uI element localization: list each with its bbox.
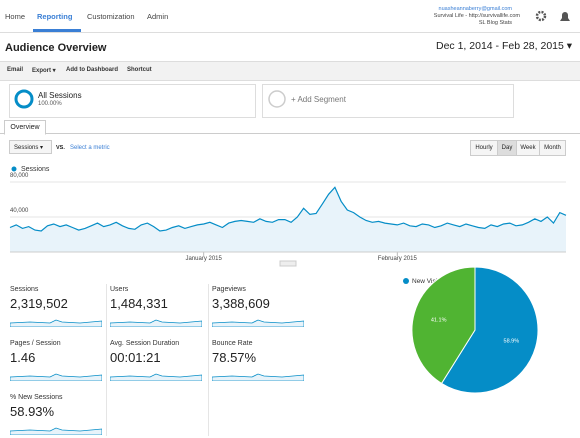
date-range[interactable]: Dec 1, 2014 - Feb 28, 2015 ▾ [436,40,573,52]
granularity-button[interactable]: Day [497,140,517,156]
sparkline-box [9,368,103,382]
sparkline [211,319,305,328]
x-tick-label: January 2015 [185,256,222,262]
sparkline [9,427,103,436]
y-tick-label: 80,000 [10,173,29,179]
column-divider [208,284,209,436]
metric-dropdown[interactable]: Sessions ▾ [9,140,52,154]
granularity-button[interactable]: Week [516,140,540,156]
legend-marker [11,166,17,172]
nav-tab[interactable]: Home [5,12,26,21]
sparkline [211,373,305,382]
toolbar-button[interactable]: Email [7,67,24,73]
segment-name: All Sessions [38,91,82,100]
metric-label: Users [110,286,129,293]
account-email[interactable]: nuasheannaberry@gmail.com [438,6,512,12]
toolbar-button[interactable]: Export ▾ [32,68,56,74]
metric-label: Sessions [10,286,39,293]
pie-slice [411,266,476,385]
sparkline-box [109,314,203,328]
add-segment-box[interactable] [262,84,514,118]
column-divider [106,284,107,436]
granularity-button[interactable]: Month [539,140,566,156]
metric-label: % New Sessions [10,394,63,401]
account-view: SL Blog Stats [478,20,512,26]
sparkline [9,319,103,328]
sparkline [109,319,203,328]
add-segment[interactable]: + Add Segment [291,95,346,104]
sparkline-box [211,314,305,328]
sparkline-box [109,368,203,382]
toolbar-label: Export [32,68,52,74]
y-tick-label: 40,000 [10,208,29,214]
toolbar [0,61,580,81]
metric-label: Pages / Session [10,340,61,347]
nav-tab[interactable]: Reporting [37,12,73,21]
x-tick-label: February 2015 [378,256,418,262]
nav-tab[interactable]: Customization [87,12,135,21]
metric-label: Sessions [14,145,39,151]
toolbar-button[interactable]: Shortcut [127,67,152,73]
pie-slice [440,266,539,394]
icons [535,10,570,22]
toolbar-button[interactable]: Add to Dashboard [66,67,118,73]
bell-icon[interactable] [560,12,570,21]
sparkline [109,373,203,382]
select-metric[interactable]: Select a metric [70,145,110,151]
legend-marker [403,278,409,284]
metric-value: 58.93% [10,404,55,419]
settings-icon[interactable] [535,10,547,22]
top-bar [0,0,580,33]
tab[interactable]: Overview [4,120,46,135]
pie-label: 58.9% [504,338,520,344]
sparkline-box [9,422,103,436]
legend-label: Sessions [21,166,50,173]
segment-box[interactable] [9,84,256,118]
pie-label: 41.1% [431,318,447,324]
account-property[interactable]: Survival Life - http://survivallife.com [433,13,520,19]
metric-value: 1,484,331 [110,296,168,311]
metric-value: 2,319,502 [10,296,68,311]
granularity-button[interactable]: Hourly [470,140,498,156]
segment-icon [14,89,34,109]
metric-value: 3,388,609 [212,296,270,311]
metric-value: 00:01:21 [110,350,161,365]
metric-label: Bounce Rate [212,340,253,347]
metric-value: 78.57% [212,350,257,365]
sparkline [9,373,103,382]
sparkline-box [211,368,305,382]
vs-label: VS. [56,145,65,151]
nav-tab[interactable]: Admin [147,12,169,21]
legend-label: New Visitor [412,278,446,285]
resize-handle [279,260,297,267]
line [9,186,567,232]
metric-value: 1.46 [10,350,36,365]
segment-percent: 100.00% [38,101,62,107]
charts: 40,000 80,000 January 2015 February 2015 Ses… [9,166,567,394]
metric-label: Avg. Session Duration [110,340,180,347]
active-underline [33,29,81,32]
sparkline-box [9,314,103,328]
metric-label: Pageviews [212,286,246,293]
tab-divider [0,133,580,134]
page-title: Audience Overview [5,42,107,54]
area [10,187,566,252]
date-range-text: Dec 1, 2014 - Feb 28, 2015 [436,40,564,52]
add-segment-icon [268,90,286,108]
